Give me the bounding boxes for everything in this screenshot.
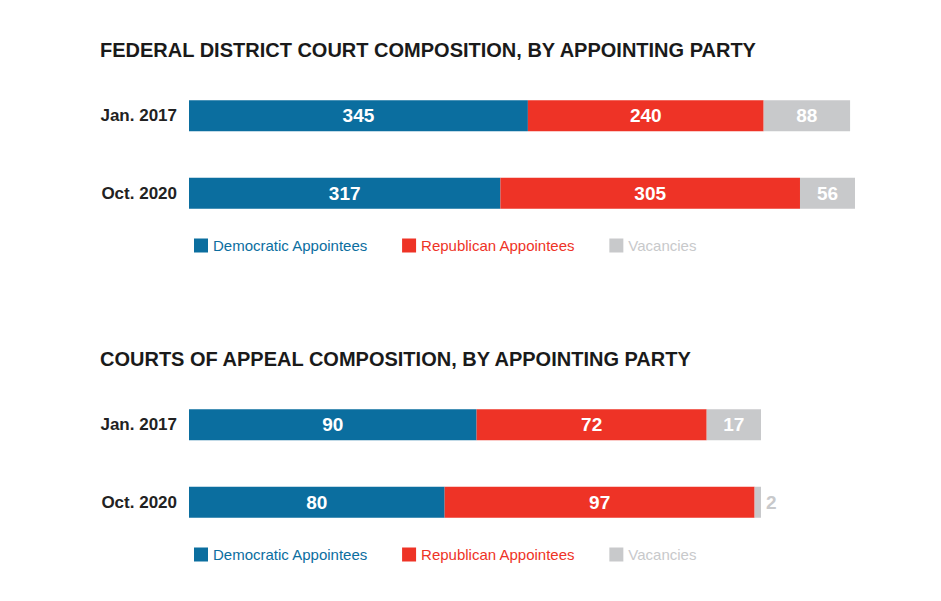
svg-text:Democratic Appointees: Democratic Appointees [213, 546, 367, 563]
svg-text:Republican Appointees: Republican Appointees [421, 237, 574, 254]
svg-text:88: 88 [796, 105, 817, 126]
svg-text:90: 90 [322, 414, 343, 435]
svg-text:Oct. 2020: Oct. 2020 [101, 184, 177, 203]
svg-text:2: 2 [766, 492, 777, 513]
svg-text:56: 56 [817, 183, 838, 204]
svg-text:COURTS OF APPEAL COMPOSITION,: COURTS OF APPEAL COMPOSITION, BY APPOINT… [100, 348, 691, 370]
svg-text:FEDERAL DISTRICT COURT COMPOSI: FEDERAL DISTRICT COURT COMPOSITION, BY A… [100, 39, 757, 61]
svg-text:17: 17 [723, 414, 744, 435]
svg-text:72: 72 [581, 414, 602, 435]
svg-text:Jan. 2017: Jan. 2017 [100, 106, 177, 125]
svg-text:345: 345 [343, 105, 375, 126]
svg-text:Republican Appointees: Republican Appointees [421, 546, 574, 563]
svg-text:305: 305 [634, 183, 666, 204]
svg-text:Vacancies: Vacancies [628, 546, 696, 563]
svg-text:317: 317 [329, 183, 361, 204]
svg-text:Jan. 2017: Jan. 2017 [100, 415, 177, 434]
svg-text:Democratic Appointees: Democratic Appointees [213, 237, 367, 254]
svg-text:97: 97 [589, 492, 610, 513]
svg-text:Oct. 2020: Oct. 2020 [101, 493, 177, 512]
svg-text:240: 240 [630, 105, 662, 126]
svg-text:Vacancies: Vacancies [628, 237, 696, 254]
svg-text:80: 80 [306, 492, 327, 513]
